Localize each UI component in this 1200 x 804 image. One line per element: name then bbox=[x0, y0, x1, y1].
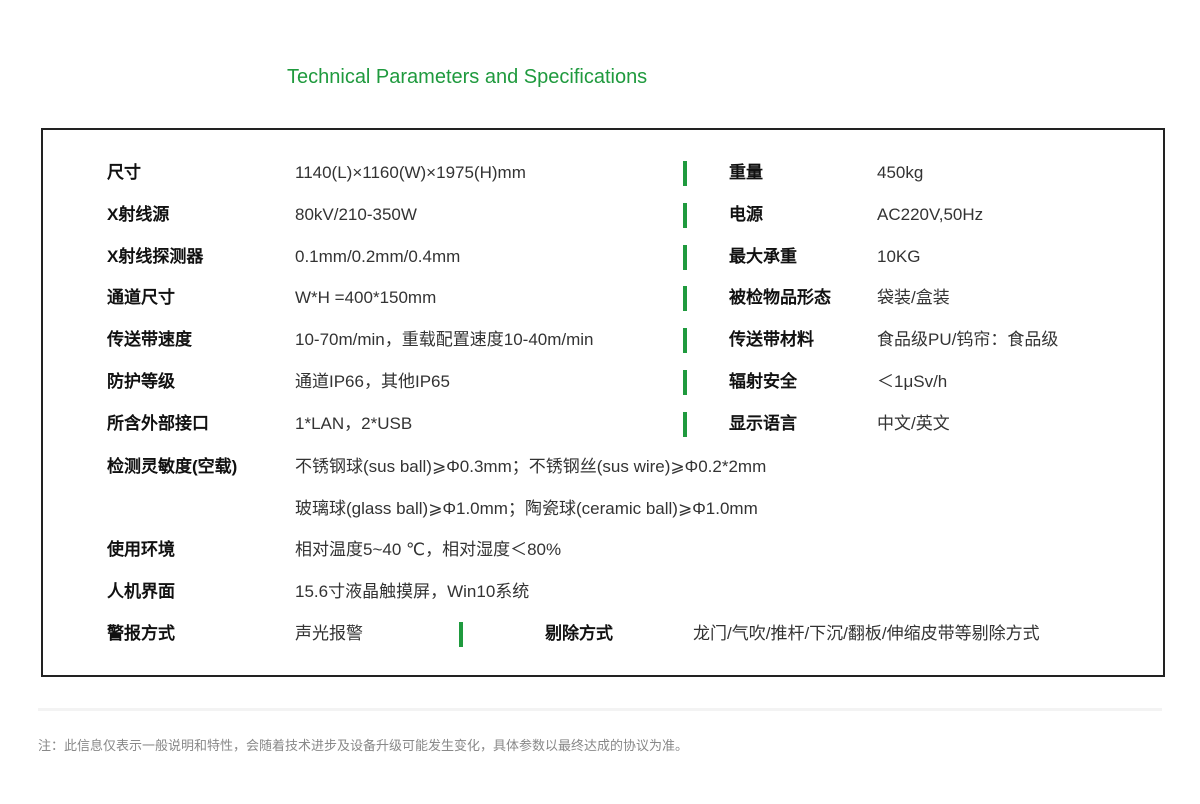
page-title: Technical Parameters and Specifications bbox=[287, 66, 648, 88]
spec-value: 15.6寸液晶触摸屏，Win10系统 bbox=[295, 582, 530, 601]
spec-value: 声光报警 bbox=[295, 624, 363, 643]
spec-row: 传送带速度 10-70m/min，重载配置速度10-40m/min 传送带材料 … bbox=[43, 325, 1163, 355]
spec-row: X射线探测器 0.1mm/0.2mm/0.4mm 最大承重 10KG bbox=[43, 242, 1163, 272]
spec-value: 10KG bbox=[877, 246, 921, 266]
spec-value: W*H =400*150mm bbox=[295, 288, 437, 308]
spec-label: 显示语言 bbox=[729, 413, 797, 433]
spec-value: 中文/英文 bbox=[877, 413, 950, 433]
spec-value: 10-70m/min，重载配置速度10-40m/min bbox=[295, 330, 594, 350]
spec-value: 袋装/盒装 bbox=[877, 288, 950, 308]
spec-row-alarm: 警报方式 声光报警 剔除方式 龙门/气吹/推杆/下沉/翻板/伸缩皮带等剔除方式 bbox=[43, 619, 1163, 649]
spec-value: 相对温度5~40 ℃，相对湿度＜80% bbox=[295, 540, 562, 559]
divider-line bbox=[38, 708, 1162, 711]
divider-bar bbox=[683, 411, 687, 437]
divider-bar bbox=[683, 161, 687, 186]
spec-label: X射线探测器 bbox=[107, 246, 204, 266]
spec-row-environment: 使用环境 相对温度5~40 ℃，相对湿度＜80% bbox=[43, 535, 1163, 565]
spec-label: 使用环境 bbox=[107, 540, 175, 559]
spec-label: 传送带材料 bbox=[729, 330, 814, 350]
spec-label: 防护等级 bbox=[107, 372, 175, 391]
spec-value: 0.1mm/0.2mm/0.4mm bbox=[295, 246, 461, 266]
divider-bar bbox=[683, 370, 687, 395]
spec-label: 检测灵敏度(空载) bbox=[107, 457, 238, 476]
divider-bar bbox=[683, 328, 687, 354]
spec-value: 1*LAN，2*USB bbox=[295, 413, 413, 433]
spec-label: 最大承重 bbox=[729, 246, 797, 266]
spec-value: 80kV/210-350W bbox=[295, 204, 417, 224]
spec-label: 被检物品形态 bbox=[729, 288, 831, 308]
spec-label: 传送带速度 bbox=[107, 330, 192, 350]
divider-bar bbox=[683, 286, 687, 312]
spec-value: 食品级PU/钨帘：食品级 bbox=[877, 330, 1059, 350]
divider-bar bbox=[683, 244, 687, 270]
spec-label: 警报方式 bbox=[107, 624, 175, 643]
spec-value: 1140(L)×1160(W)×1975(H)mm bbox=[295, 163, 526, 182]
spec-value: 玻璃球(glass ball)⩾Φ1.0mm；陶瓷球(ceramic ball)… bbox=[295, 499, 758, 518]
divider-bar bbox=[459, 622, 463, 647]
spec-row: 通道尺寸 W*H =400*150mm 被检物品形态 袋装/盒装 bbox=[43, 283, 1163, 313]
spec-row: 防护等级 通道IP66，其他IP65 辐射安全 ＜1μSv/h bbox=[43, 367, 1163, 397]
spec-label: 人机界面 bbox=[107, 582, 175, 601]
spec-row: 尺寸 1140(L)×1160(W)×1975(H)mm 重量 450kg bbox=[43, 158, 1163, 188]
spec-row: 所含外部接口 1*LAN，2*USB 显示语言 中文/英文 bbox=[43, 409, 1163, 439]
spec-value: 龙门/气吹/推杆/下沉/翻板/伸缩皮带等剔除方式 bbox=[693, 624, 1040, 643]
spec-row: X射线源 80kV/210-350W 电源 AC220V,50Hz bbox=[43, 200, 1163, 230]
spec-label: 重量 bbox=[729, 163, 763, 182]
spec-label: 通道尺寸 bbox=[107, 288, 175, 308]
spec-value: 不锈钢球(sus ball)⩾Φ0.3mm；不锈钢丝(sus wire)⩾Φ0.… bbox=[295, 457, 767, 476]
spec-row-sensitivity: 检测灵敏度(空载) 不锈钢球(sus ball)⩾Φ0.3mm；不锈钢丝(sus… bbox=[43, 452, 1163, 482]
spec-row-sensitivity-2: 玻璃球(glass ball)⩾Φ1.0mm；陶瓷球(ceramic ball)… bbox=[43, 494, 1163, 524]
divider-bar bbox=[683, 202, 687, 228]
spec-label: 尺寸 bbox=[107, 163, 141, 182]
spec-label: X射线源 bbox=[107, 204, 170, 224]
spec-table: 尺寸 1140(L)×1160(W)×1975(H)mm 重量 450kg X射线… bbox=[41, 128, 1165, 677]
spec-row-hmi: 人机界面 15.6寸液晶触摸屏，Win10系统 bbox=[43, 577, 1163, 607]
footnote: 注：此信息仅表示一般说明和特性，会随着技术进步及设备升级可能发生变化，具体参数以… bbox=[38, 738, 689, 753]
spec-label: 辐射安全 bbox=[729, 372, 797, 391]
spec-label: 所含外部接口 bbox=[107, 413, 209, 433]
spec-value: 450kg bbox=[877, 163, 924, 182]
spec-value: AC220V,50Hz bbox=[877, 204, 984, 224]
spec-value: ＜1μSv/h bbox=[877, 372, 948, 391]
spec-label: 电源 bbox=[729, 204, 763, 224]
spec-label: 剔除方式 bbox=[545, 624, 613, 643]
spec-value: 通道IP66，其他IP65 bbox=[295, 372, 450, 391]
